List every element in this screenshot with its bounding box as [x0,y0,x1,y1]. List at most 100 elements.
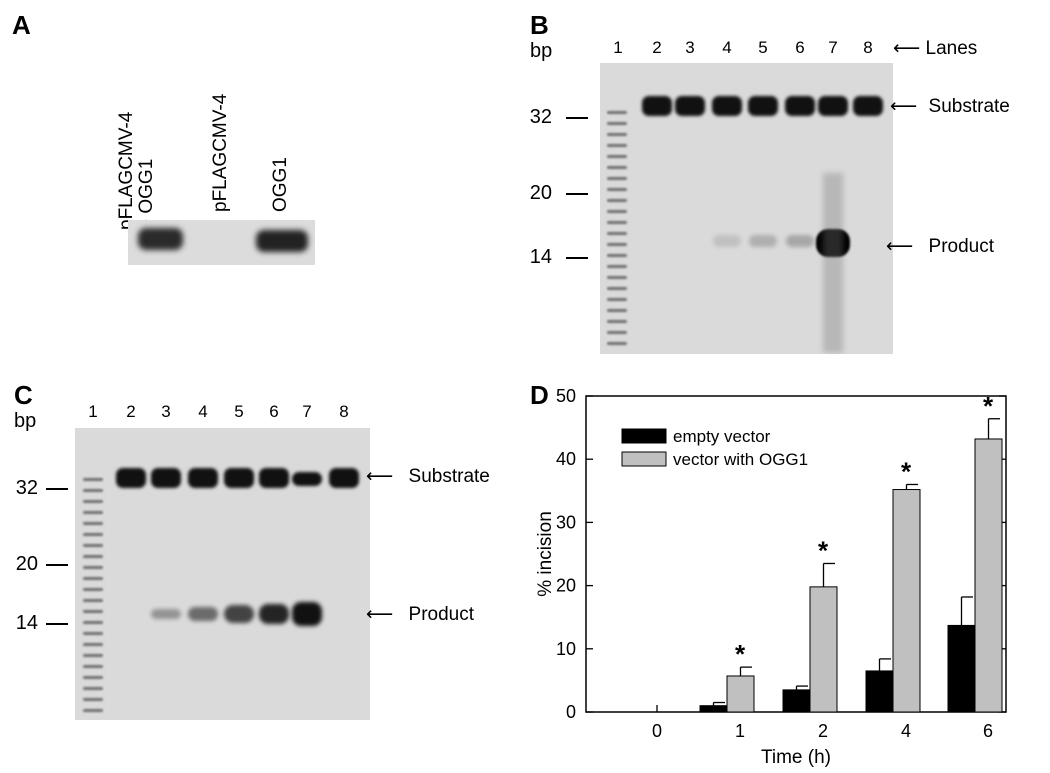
lane-number-2: 2 [126,402,136,421]
ladder-band [607,122,627,125]
panel-b-substrate-arrow: ⟵ Substrate [890,95,1010,118]
marker-tick [566,193,588,195]
product-band [713,235,741,247]
ladder-band [83,632,103,635]
blot-band-1 [138,228,183,250]
bar-vector-with-ogg1 [892,489,921,713]
bar-empty-vector [782,689,811,713]
bar-empty-vector [865,670,894,713]
panel-c-marker-14: 14 [15,612,38,634]
panel-c-substrate-arrow: ⟵ Substrate [366,465,490,488]
y-tick-label: 20 [556,576,576,596]
ladder-band [607,254,627,257]
ladder-band [83,643,103,646]
ladder-band [83,588,103,591]
y-tick-label: 30 [556,512,576,532]
ladder-band [607,155,627,158]
panel-b-marker-32: 32 [529,106,552,128]
marker-tick [46,623,68,625]
lane-number-8: 8 [339,402,349,421]
panel-b-lanes-arrow: ⟵ Lanes [893,37,977,60]
panel-c-bp-label: bp [14,410,37,432]
arrow-left-icon: ⟵ [886,236,914,257]
product-band [188,607,218,621]
ladder-band [83,533,103,536]
panel-c-letter: C [14,380,33,410]
lane-number-4: 4 [198,402,208,421]
significance-asterisk: * [818,535,829,565]
ladder-band [607,144,627,147]
substrate-band [818,96,848,116]
ladder-band [607,287,627,290]
lane-number-1: 1 [613,38,623,57]
ladder-band [83,599,103,602]
blot-band-3 [256,230,308,252]
panel-c-product-arrow: ⟵ Product [366,603,474,626]
panel-b-letter: B [530,10,549,40]
ladder-band [83,544,103,547]
substrate-band [748,96,778,116]
substrate-band [259,468,289,488]
arrow-left-icon: ⟵ [366,466,394,487]
ladder-band [607,210,627,213]
ladder-band [83,478,103,481]
legend-label: vector with OGG1 [673,450,808,469]
lane-number-6: 6 [795,38,805,57]
panel-d-letter: D [530,380,549,410]
lane-number-1: 1 [88,402,98,421]
substrate-band [785,96,815,116]
substrate-band [116,468,146,488]
ladder-band [607,166,627,169]
x-axis-label: Time (h) [761,747,831,768]
product-band [816,229,850,257]
significance-asterisk: * [983,391,994,421]
substrate-band [329,468,359,488]
substrate-band [712,96,742,116]
ladder-band [83,676,103,679]
lane-number-5: 5 [234,402,244,421]
y-tick-label: 10 [556,639,576,659]
panel-a-blot [128,220,315,265]
product-label: Product [408,604,475,625]
bar-empty-vector [947,624,976,713]
lane-number-8: 8 [863,38,873,57]
bar-vector-with-ogg1 [809,586,838,713]
ladder-band [607,320,627,323]
y-tick-label: 50 [556,386,576,406]
ladder-band [83,654,103,657]
lane-number-3: 3 [685,38,695,57]
arrow-left-icon: ⟵ [890,96,918,117]
panel-c-gel [75,428,370,720]
panel-b-marker-14: 14 [529,246,552,268]
ladder-band [607,177,627,180]
product-band [749,235,777,247]
product-band [292,602,322,626]
panel-c-marker-32: 32 [15,477,38,499]
ladder-band [83,665,103,668]
panel-a-letter: A [12,10,31,40]
substrate-band [292,472,322,486]
arrow-left-icon: ⟵ [893,38,921,59]
product-band [224,605,254,623]
panel-b-bp-label: bp [530,40,553,62]
lane-number-5: 5 [758,38,768,57]
substrate-band [642,96,672,116]
ladder-band [607,309,627,312]
ladder-band [83,621,103,624]
x-tick-label: 4 [901,721,911,741]
x-tick-label: 6 [983,721,993,741]
ladder-band [83,555,103,558]
x-tick-label: 1 [735,721,745,741]
y-tick-label: 0 [566,702,576,722]
ladder-band [83,610,103,613]
ladder-band [83,687,103,690]
substrate-band [853,96,883,116]
substrate-label: Substrate [408,466,490,487]
lane-number-3: 3 [161,402,171,421]
panel-b-gel [600,63,893,354]
y-axis-label: % incision [535,511,556,597]
ladder-band [83,489,103,492]
substrate-band [151,468,181,488]
arrow-left-icon: ⟵ [366,604,394,625]
ladder-band [607,276,627,279]
